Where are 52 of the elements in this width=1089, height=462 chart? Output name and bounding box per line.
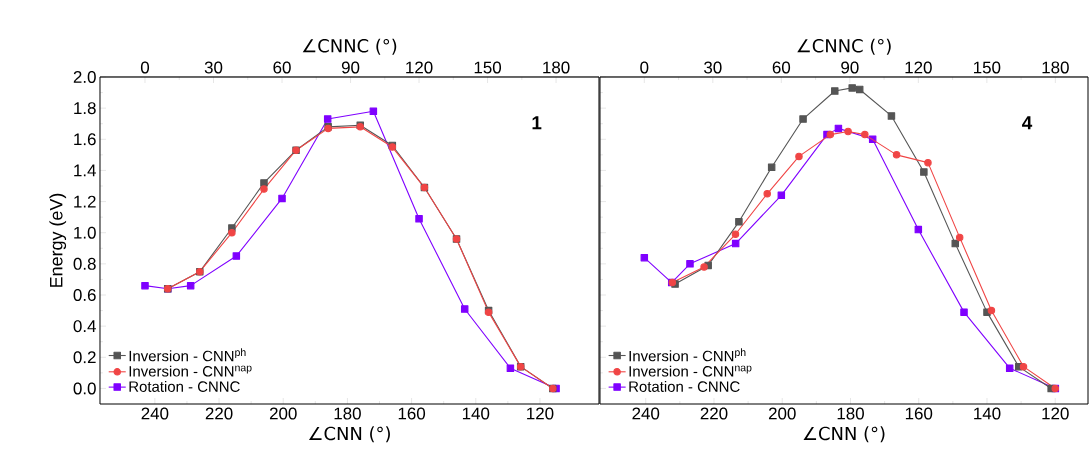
- x-tick-label: 220: [700, 407, 728, 420]
- y-tick-label: 1.8: [74, 102, 96, 115]
- x2-tick-label: 90: [841, 61, 859, 74]
- x-axis-title: ∠CNN (°): [803, 426, 885, 443]
- y-tick-label: 0.0: [73, 382, 96, 395]
- legend-label: Inversion - CNN$^{ph}$: [129, 348, 246, 362]
- x2-tick-label: 180: [1042, 61, 1069, 74]
- legend-label: Rotation - CNNC: [129, 380, 240, 392]
- legend-label: Rotation - CNNC: [629, 380, 740, 392]
- x-tick-label: 140: [974, 407, 1001, 420]
- x2-tick-label: 60: [273, 61, 291, 74]
- x-tick-label: 240: [141, 407, 169, 420]
- x2-tick-label: 0: [140, 61, 150, 74]
- x-tick-label: 120: [1042, 407, 1069, 420]
- y-tick-label: 1.6: [74, 133, 96, 146]
- legend-label: Inversion - CNN$^{ph}$: [629, 348, 746, 362]
- x-tick-label: 160: [398, 407, 426, 420]
- annotation: 1: [532, 116, 542, 130]
- legend-label: Inversion - CNN$^{nap}$: [129, 365, 252, 377]
- x-tick-label: 200: [768, 407, 796, 420]
- y-tick-label: 0.2: [73, 351, 96, 364]
- legend-label: Inversion - CNN$^{nap}$: [629, 365, 752, 377]
- y-axis-title: Energy (eV): [49, 193, 67, 287]
- x2-tick-label: 30: [704, 61, 722, 74]
- x2-axis-title: ∠CNNC (°): [797, 38, 891, 55]
- y-tick-label: 1.0: [74, 226, 96, 239]
- x2-tick-label: 150: [474, 61, 502, 74]
- x2-tick-label: 90: [341, 61, 360, 74]
- x-tick-label: 180: [837, 407, 864, 420]
- x-tick-label: 240: [632, 407, 660, 420]
- x2-tick-label: 150: [974, 61, 1001, 74]
- x2-axis-title: ∠CNNC (°): [302, 38, 397, 55]
- y-tick-label: 0.4: [73, 320, 96, 333]
- x2-tick-label: 120: [406, 61, 433, 74]
- x-tick-label: 220: [205, 407, 233, 420]
- x2-tick-label: 0: [640, 61, 649, 74]
- x-tick-label: 140: [462, 407, 490, 420]
- y-tick-label: 2.0: [73, 71, 96, 83]
- x2-tick-label: 180: [543, 61, 570, 74]
- y-tick-label: 0.8: [73, 257, 96, 270]
- x2-tick-label: 60: [772, 61, 791, 74]
- y-tick-label: 1.4: [74, 164, 96, 177]
- annotation: 4: [1022, 116, 1033, 130]
- x-axis-title: ∠CNN (°): [308, 426, 390, 443]
- x2-tick-label: 30: [204, 61, 223, 74]
- x-tick-label: 160: [905, 407, 933, 420]
- y-tick-label: 0.6: [73, 289, 96, 301]
- x-tick-label: 180: [334, 407, 361, 420]
- x-tick-label: 120: [527, 407, 554, 420]
- x-tick-label: 200: [269, 407, 297, 420]
- y-tick-label: 1.2: [74, 195, 96, 208]
- x2-tick-label: 120: [905, 61, 932, 74]
